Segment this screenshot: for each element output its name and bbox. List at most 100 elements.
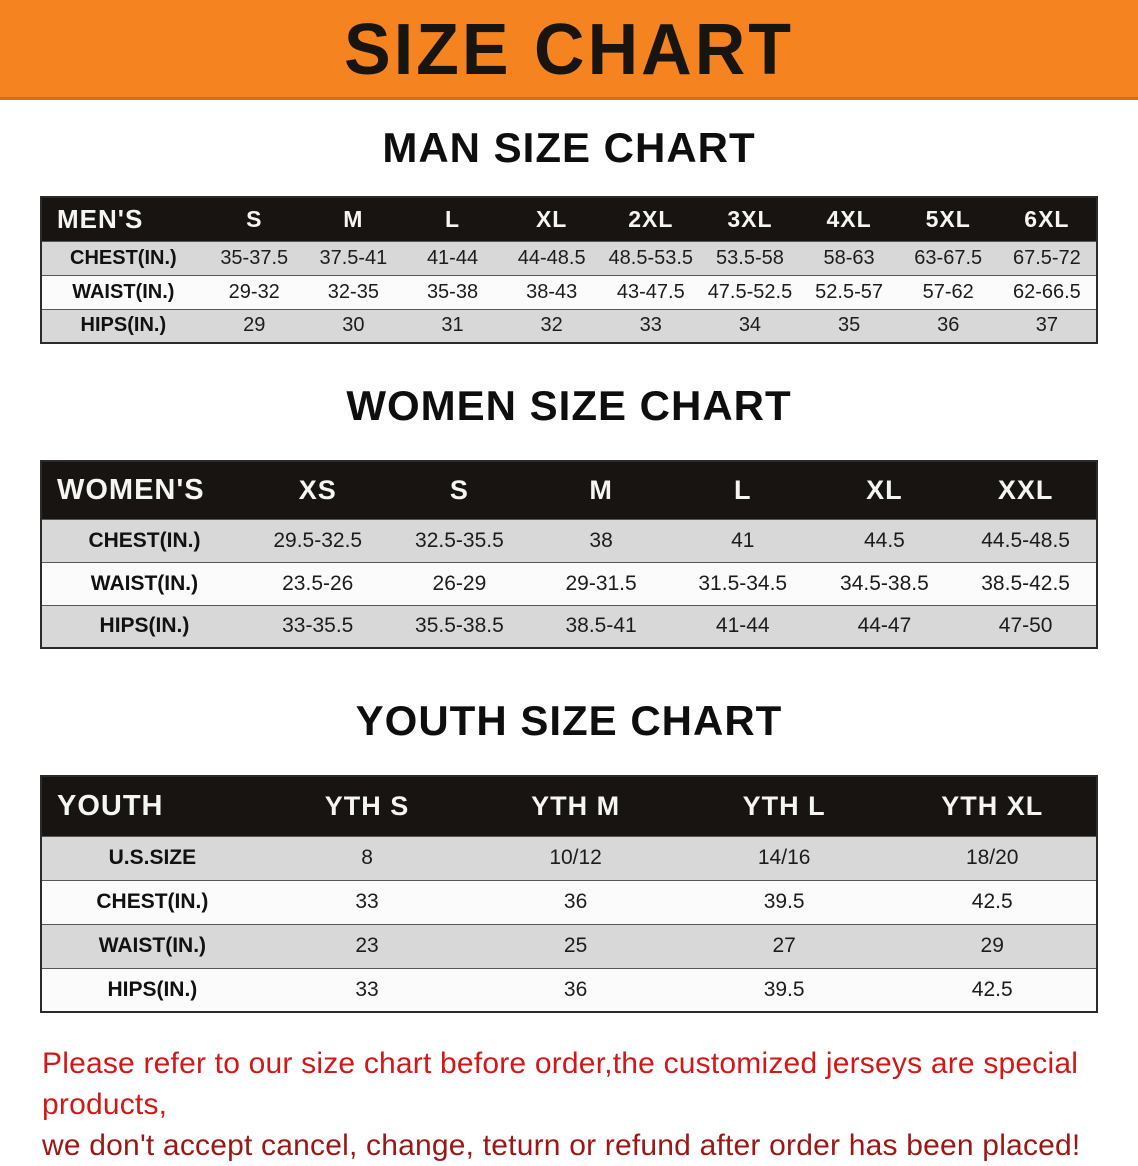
men-size-section: MAN SIZE CHART MEN'S S M L XL 2XL 3XL 4XL 5XL 6XL…: [0, 124, 1138, 344]
size-value-cell: 31.5-34.5: [671, 561, 814, 605]
size-value-cell: 23: [262, 923, 472, 968]
size-column-header: YTH S: [262, 776, 472, 836]
row-label-cell: U.S.SIZE: [41, 835, 263, 880]
size-column-header: 2XL: [601, 197, 701, 241]
row-label-cell: CHEST(IN.): [41, 240, 205, 275]
size-column-header: L: [671, 461, 814, 519]
size-value-cell: 29: [888, 923, 1097, 968]
disclaimer-line-2: we don't accept cancel, change, teturn o…: [42, 1129, 1081, 1162]
measurement-row: HIPS(IN.) 29 30 31 32 33 34 35 36 37: [41, 308, 1097, 343]
measurement-row: WAIST(IN.) 23.5-26 26-29 29-31.5 31.5-34.5 34…: [41, 561, 1097, 605]
men-size-table: MEN'S S M L XL 2XL 3XL 4XL 5XL 6XL CHEST(IN.) 35-37…: [40, 196, 1098, 344]
size-value-cell: 34.5-38.5: [813, 561, 956, 605]
size-value-cell: 44.5-48.5: [955, 518, 1097, 562]
disclaimer-line-1: Please refer to our size chart before or…: [42, 1047, 1079, 1121]
measurement-row: CHEST(IN.) 29.5-32.5 32.5-35.5 38 41 44.5 44.5…: [41, 518, 1097, 562]
size-value-cell: 39.5: [679, 967, 889, 1012]
row-label-cell: HIPS(IN.): [41, 604, 247, 648]
men-section-heading: MAN SIZE CHART: [382, 124, 756, 171]
size-value-cell: 29: [204, 308, 304, 343]
size-value-cell: 32.5-35.5: [388, 518, 531, 562]
size-value-cell: 33: [262, 879, 472, 924]
size-column-header: 3XL: [700, 197, 800, 241]
size-value-cell: 33: [262, 967, 472, 1012]
size-value-cell: 44.5: [813, 518, 956, 562]
size-column-header: S: [204, 197, 304, 241]
size-value-cell: 57-62: [898, 274, 998, 309]
size-value-cell: 37.5-41: [303, 240, 403, 275]
measurement-row: WAIST(IN.) 23 25 27 29: [41, 923, 1097, 968]
table-title-cell: MEN'S: [41, 197, 205, 241]
size-value-cell: 52.5-57: [799, 274, 899, 309]
size-value-cell: 67.5-72: [997, 240, 1097, 275]
size-value-cell: 43-47.5: [601, 274, 701, 309]
size-value-cell: 41-44: [671, 604, 814, 648]
size-value-cell: 26-29: [388, 561, 531, 605]
size-value-cell: 47-50: [955, 604, 1097, 648]
measurement-row: CHEST(IN.) 33 36 39.5 42.5: [41, 879, 1097, 924]
size-column-header: XS: [246, 461, 389, 519]
women-section-heading: WOMEN SIZE CHART: [346, 382, 792, 429]
size-column-header: YTH L: [679, 776, 889, 836]
size-column-header: YTH XL: [888, 776, 1097, 836]
measurement-row: WAIST(IN.) 29-32 32-35 35-38 38-43 43-47.5 47.…: [41, 274, 1097, 309]
size-value-cell: 37: [997, 308, 1097, 343]
size-value-cell: 36: [471, 879, 680, 924]
measurement-row: U.S.SIZE 8 10/12 14/16 18/20: [41, 835, 1097, 880]
size-value-cell: 30: [303, 308, 403, 343]
size-value-cell: 39.5: [679, 879, 889, 924]
size-column-header: L: [402, 197, 503, 241]
size-value-cell: 47.5-52.5: [700, 274, 800, 309]
size-value-cell: 33-35.5: [246, 604, 389, 648]
size-value-cell: 25: [471, 923, 680, 968]
page-title: SIZE CHART: [344, 7, 794, 90]
size-value-cell: 8: [262, 835, 472, 880]
size-value-cell: 36: [898, 308, 998, 343]
table-header-row: MEN'S S M L XL 2XL 3XL 4XL 5XL 6XL: [41, 197, 1097, 241]
size-column-header: 5XL: [898, 197, 998, 241]
table-header-row: YOUTH YTH S YTH M YTH L YTH XL: [41, 776, 1097, 836]
row-label-cell: HIPS(IN.): [41, 308, 205, 343]
size-value-cell: 44-48.5: [502, 240, 602, 275]
row-label-cell: HIPS(IN.): [41, 967, 263, 1012]
size-column-header: 4XL: [799, 197, 899, 241]
size-value-cell: 38: [530, 518, 672, 562]
size-value-cell: 63-67.5: [898, 240, 998, 275]
row-label-cell: WAIST(IN.): [41, 561, 247, 605]
women-size-section: WOMEN SIZE CHART WOMEN'S XS S M L XL XXL CHEST(…: [0, 382, 1138, 649]
size-column-header: M: [303, 197, 403, 241]
youth-size-table: YOUTH YTH S YTH M YTH L YTH XL U.S.SIZE 8 10/12…: [40, 775, 1098, 1013]
size-value-cell: 38.5-41: [530, 604, 672, 648]
size-value-cell: 31: [402, 308, 503, 343]
size-column-header: XXL: [955, 461, 1097, 519]
size-column-header: XL: [502, 197, 602, 241]
size-value-cell: 34: [700, 308, 800, 343]
size-value-cell: 38-43: [502, 274, 602, 309]
size-column-header: YTH M: [471, 776, 680, 836]
table-header-row: WOMEN'S XS S M L XL XXL: [41, 461, 1097, 519]
size-column-header: 6XL: [997, 197, 1097, 241]
size-value-cell: 18/20: [888, 835, 1097, 880]
table-title-cell: WOMEN'S: [41, 461, 247, 519]
size-value-cell: 35-38: [402, 274, 503, 309]
size-value-cell: 29-32: [204, 274, 304, 309]
size-value-cell: 53.5-58: [700, 240, 800, 275]
size-value-cell: 48.5-53.5: [601, 240, 701, 275]
size-value-cell: 32: [502, 308, 602, 343]
size-value-cell: 14/16: [679, 835, 889, 880]
size-column-header: M: [530, 461, 672, 519]
measurement-row: HIPS(IN.) 33 36 39.5 42.5: [41, 967, 1097, 1012]
size-value-cell: 41: [671, 518, 814, 562]
size-value-cell: 27: [679, 923, 889, 968]
size-value-cell: 35: [799, 308, 899, 343]
row-label-cell: CHEST(IN.): [41, 518, 247, 562]
table-title-cell: YOUTH: [41, 776, 263, 836]
size-value-cell: 58-63: [799, 240, 899, 275]
row-label-cell: WAIST(IN.): [41, 274, 205, 309]
size-value-cell: 10/12: [471, 835, 680, 880]
size-value-cell: 62-66.5: [997, 274, 1097, 309]
youth-size-section: YOUTH SIZE CHART YOUTH YTH S YTH M YTH L YTH…: [0, 697, 1138, 1013]
size-value-cell: 42.5: [888, 967, 1097, 1012]
size-column-header: XL: [813, 461, 956, 519]
size-value-cell: 29.5-32.5: [246, 518, 389, 562]
